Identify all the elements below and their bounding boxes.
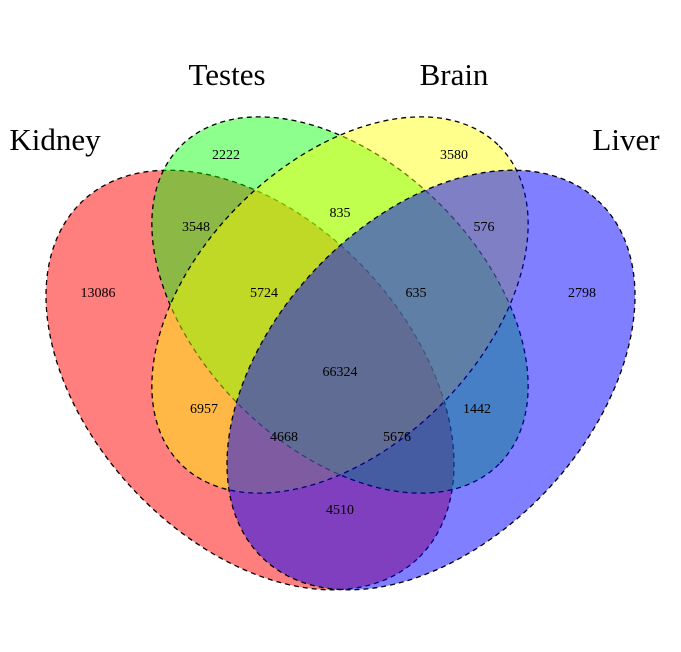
count-testes-liver: 1442	[463, 402, 491, 417]
set-label-testes: Testes	[188, 57, 265, 92]
count-kidney-testes: 3548	[182, 220, 210, 235]
count-testes-brain-liver: 635	[406, 286, 427, 301]
count-brain-liver: 576	[474, 220, 495, 235]
count-kidney-testes-brain: 5724	[250, 286, 278, 301]
set-label-kidney: Kidney	[9, 122, 101, 157]
liver-ellipse	[226, 169, 636, 591]
count-kidney-brain: 6957	[190, 402, 218, 417]
count-all-four: 66324	[323, 365, 358, 380]
count-kidney-brain-liver: 4668	[270, 430, 298, 445]
set-label-brain: Brain	[420, 57, 489, 92]
count-liver-only: 2798	[568, 286, 596, 301]
count-testes-only: 2222	[212, 148, 240, 163]
count-kidney-liver: 4510	[326, 503, 354, 518]
set-label-liver: Liver	[592, 122, 660, 157]
count-brain-only: 3580	[440, 148, 468, 163]
count-kidney-only: 13086	[81, 286, 116, 301]
count-kidney-testes-liver: 5676	[383, 430, 411, 445]
count-testes-brain: 835	[330, 206, 351, 221]
